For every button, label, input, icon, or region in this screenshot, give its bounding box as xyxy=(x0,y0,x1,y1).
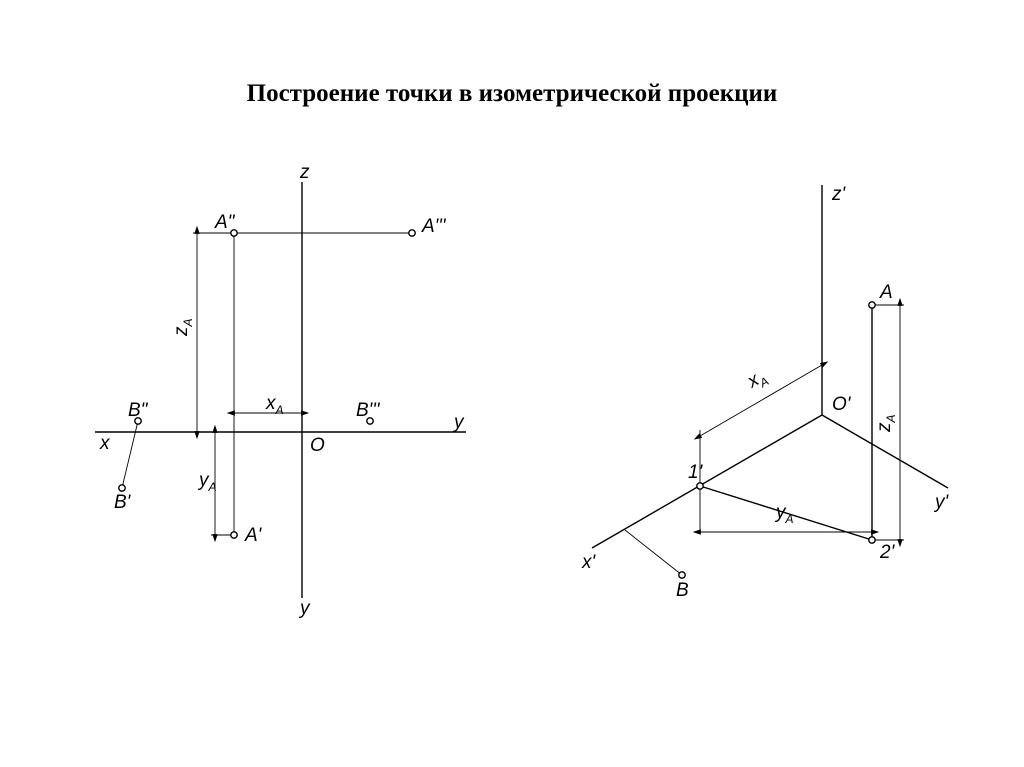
svg-text:z: z xyxy=(299,162,310,183)
svg-text:B: B xyxy=(676,580,689,601)
svg-text:A''': A''' xyxy=(421,216,447,237)
svg-text:O': O' xyxy=(832,394,852,415)
svg-text:zA: zA xyxy=(874,414,898,433)
svg-text:y': y' xyxy=(933,492,950,513)
svg-text:1': 1' xyxy=(688,462,704,483)
svg-text:y: y xyxy=(452,412,465,433)
svg-text:B': B' xyxy=(114,492,132,513)
iso-diagram: z' x' y' O' 1' 2' A BxA yA zA xyxy=(581,184,950,601)
svg-text:yA: yA xyxy=(774,502,794,526)
svg-text:xA: xA xyxy=(265,393,284,417)
svg-text:z': z' xyxy=(831,184,847,205)
diagram-canvas: x y y z O A' A" A''' B' B" B''' xA yA zA z' x' y' O' 1' 2'… xyxy=(0,0,1024,767)
svg-text:zA: zA xyxy=(171,318,195,337)
svg-text:yA: yA xyxy=(197,470,217,494)
svg-text:xA: xA xyxy=(743,365,771,395)
svg-text:A: A xyxy=(879,282,893,303)
svg-text:y: y xyxy=(298,598,311,619)
svg-text:2': 2' xyxy=(879,542,896,563)
svg-text:B": B" xyxy=(128,400,149,421)
svg-text:B''': B''' xyxy=(356,400,381,421)
svg-text:A": A" xyxy=(214,212,236,233)
svg-text:x: x xyxy=(99,433,111,454)
ortho-diagram: x y y z O A' A" A''' B' B" B''' xA yA zA xyxy=(95,162,466,619)
svg-text:O: O xyxy=(310,435,325,456)
svg-text:x': x' xyxy=(581,552,597,573)
svg-text:A': A' xyxy=(244,525,263,546)
